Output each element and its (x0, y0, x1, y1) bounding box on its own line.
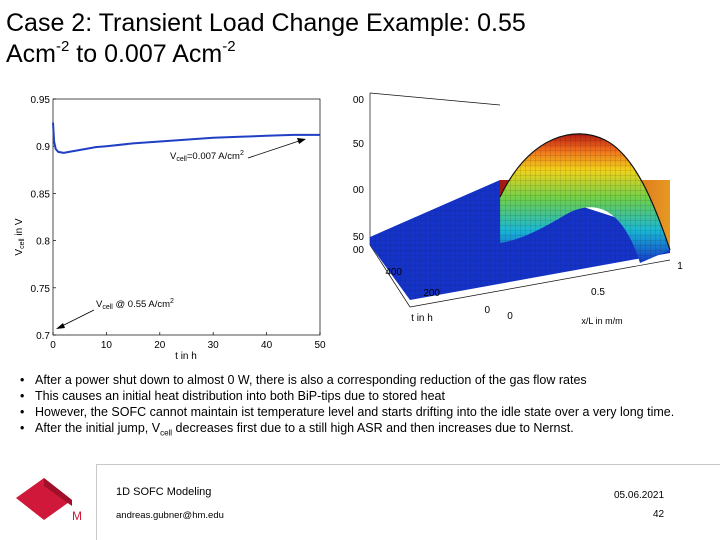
title-line-2a: Acm (6, 40, 56, 68)
t-tick-label: 200 (423, 288, 440, 299)
title-sup-1: -2 (56, 37, 70, 55)
bullet-item: • This causes an initial heat distributio… (20, 389, 445, 403)
page-number: 42 (653, 509, 665, 520)
title-line-2b: to 0.007 Acm (69, 40, 223, 68)
footer-date: 05.06.2021 (614, 490, 665, 501)
bullet-item: • After a power shut down to almost 0 W, … (20, 373, 587, 387)
x-tick-label: 20 (154, 340, 166, 351)
y-axis-label: Vcell in V (14, 218, 26, 256)
annotation-arrow-1 (247, 138, 306, 159)
t-tick-label: 400 (385, 267, 402, 278)
y-tick-label: 0.9 (36, 142, 50, 153)
surface-x-axis-label: x/L in m/m (581, 316, 622, 326)
annotation-arrow-2 (56, 309, 95, 329)
university-logo: M (16, 478, 82, 523)
z-tick-label: 50 (353, 139, 365, 150)
y-tick-label: 0.95 (31, 95, 51, 106)
x-tick-label: 0 (50, 340, 56, 351)
title-sup-2: -2 (222, 37, 236, 55)
z-tick-label: 00 (353, 245, 365, 256)
x-tick-label: 10 (101, 340, 113, 351)
bullet-list: • After a power shut down to almost 0 W, … (18, 372, 698, 442)
x-tick-label: 0 (507, 311, 513, 322)
surface-box-lines (369, 92, 671, 308)
surface-wave (499, 133, 671, 263)
surface-blue-plane (370, 180, 670, 300)
footer-email: andreas.gubner@hm.edu (116, 510, 224, 521)
y-tick-label: 0.75 (31, 284, 51, 295)
annotation-high-current: Vcell @ 0.55 A/cm2 (96, 298, 174, 311)
x-tick-label: 50 (314, 340, 326, 351)
annotation-low-current: Vcell=0.007 A/cm2 (170, 150, 244, 163)
x-tick-label: 40 (261, 340, 273, 351)
surface-t-axis-label: t in h (411, 313, 433, 324)
bullet-item: • However, the SOFC cannot maintain ist t… (20, 405, 675, 419)
plot-frame (52, 98, 321, 336)
footer-divider-horizontal (96, 464, 720, 465)
x-tick-label: 1 (677, 261, 683, 272)
voltage-series-line (52, 122, 320, 154)
y-tick-label: 0.85 (31, 189, 51, 200)
footer-divider-vertical (96, 464, 97, 540)
z-tick-label: 00 (353, 95, 365, 106)
bullet-item: • After the initial jump, Vcell decreases… (20, 421, 574, 438)
y-tick-label: 0.7 (36, 331, 50, 342)
title-line-1: Case 2: Transient Load Change Example: 0… (6, 9, 526, 37)
z-tick-label: 00 (353, 185, 365, 196)
logo-letter: M (72, 509, 82, 523)
x-tick-label: 0.5 (591, 287, 605, 298)
footer-title: 1D SOFC Modeling (116, 486, 212, 498)
t-tick-label: 0 (484, 305, 490, 316)
x-tick-label: 30 (208, 340, 220, 351)
voltage-line-chart: 0 10 20 30 40 500.70.750.80.850.90.95 t in h … (14, 95, 326, 362)
y-tick-label: 0.8 (36, 237, 50, 248)
z-tick-label: 50 (353, 232, 365, 243)
slide-title: Case 2: Transient Load Change Example: 0… (6, 8, 706, 70)
x-axis-label: t in h (175, 351, 197, 362)
